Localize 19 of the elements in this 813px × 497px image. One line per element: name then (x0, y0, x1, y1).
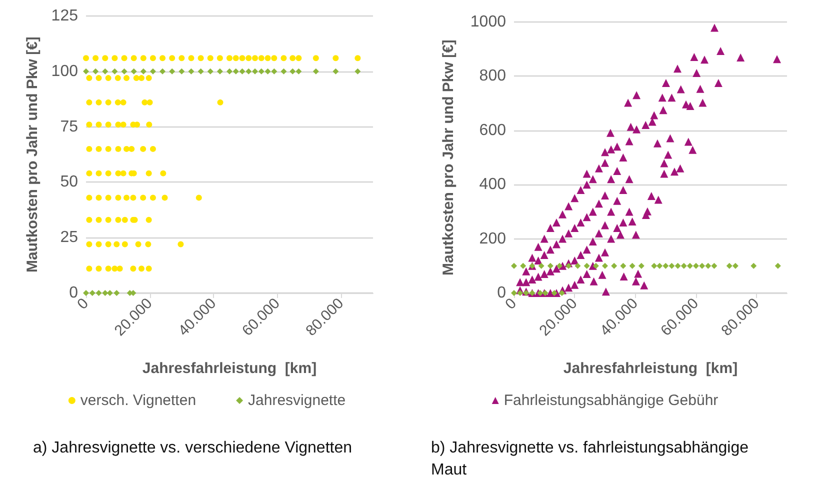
y-tick-label: 50 (60, 174, 78, 191)
y-tick-label: 1000 (470, 14, 506, 30)
x-axis-title: Jahresfahrleistung [km] (563, 360, 738, 377)
y-axis-title: Mautkosten pro Jahr und Pkw [€] (24, 36, 41, 272)
legend-label: Fahrleistungsabhängige Gebühr (504, 392, 718, 409)
y-tick-label: 25 (60, 229, 78, 246)
y-tick-label: 600 (479, 122, 506, 139)
y-tick-label: 200 (479, 230, 506, 248)
y-tick-label: 800 (479, 68, 506, 85)
text: a) Jahresvignette vs. verschiedene Vignetten (33, 440, 352, 456)
legend-label: versch. Vignetten (80, 392, 196, 409)
y-tick-label: 125 (51, 8, 78, 24)
y-axis-title: Mautkosten pro Jahr und Pkw [€] (440, 40, 457, 276)
x-axis-title: Jahresfahrleistung [km] (142, 360, 317, 377)
legend-label: Jahresvignette (248, 392, 346, 409)
text: b) Jahresvignette vs. fahrleistungsabhängige Maut (431, 440, 753, 478)
y-tick-label: 400 (479, 176, 506, 194)
y-tick-label: 75 (60, 118, 78, 136)
y-tick-label: 100 (51, 62, 78, 80)
